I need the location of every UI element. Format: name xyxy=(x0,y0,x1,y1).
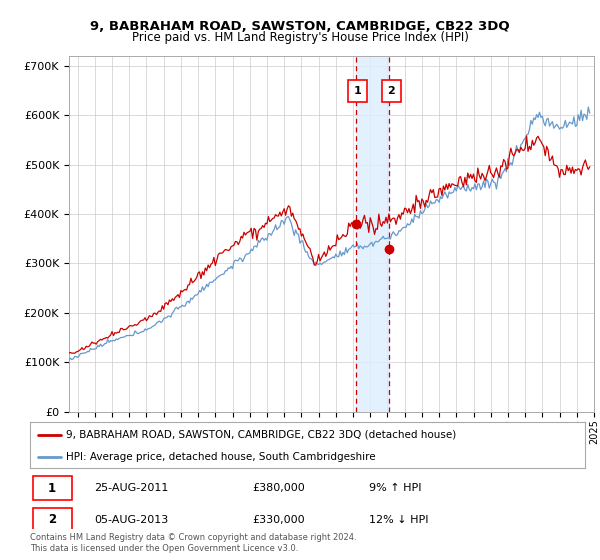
Text: 05-AUG-2013: 05-AUG-2013 xyxy=(94,515,168,525)
Text: HPI: Average price, detached house, South Cambridgeshire: HPI: Average price, detached house, Sout… xyxy=(66,452,376,463)
Text: 2: 2 xyxy=(48,514,56,526)
FancyBboxPatch shape xyxy=(348,80,367,102)
Text: 25-AUG-2011: 25-AUG-2011 xyxy=(94,483,168,493)
Text: 2: 2 xyxy=(387,86,395,96)
Text: Price paid vs. HM Land Registry's House Price Index (HPI): Price paid vs. HM Land Registry's House … xyxy=(131,31,469,44)
Text: 1: 1 xyxy=(48,482,56,494)
Text: £330,000: £330,000 xyxy=(252,515,305,525)
Text: 1: 1 xyxy=(353,86,361,96)
Text: 9% ↑ HPI: 9% ↑ HPI xyxy=(368,483,421,493)
Text: 9, BABRAHAM ROAD, SAWSTON, CAMBRIDGE, CB22 3DQ: 9, BABRAHAM ROAD, SAWSTON, CAMBRIDGE, CB… xyxy=(90,20,510,32)
FancyBboxPatch shape xyxy=(33,476,71,500)
Text: 9, BABRAHAM ROAD, SAWSTON, CAMBRIDGE, CB22 3DQ (detached house): 9, BABRAHAM ROAD, SAWSTON, CAMBRIDGE, CB… xyxy=(66,430,457,440)
FancyBboxPatch shape xyxy=(382,80,401,102)
Text: £380,000: £380,000 xyxy=(252,483,305,493)
Text: Contains HM Land Registry data © Crown copyright and database right 2024.
This d: Contains HM Land Registry data © Crown c… xyxy=(30,533,356,553)
Bar xyxy=(356,56,389,412)
Text: 12% ↓ HPI: 12% ↓ HPI xyxy=(368,515,428,525)
FancyBboxPatch shape xyxy=(33,508,71,531)
